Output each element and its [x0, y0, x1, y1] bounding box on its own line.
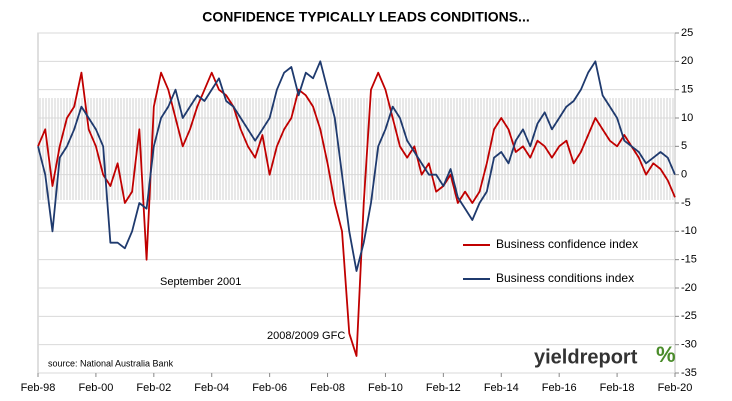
annotation: 2008/2009 GFC [267, 330, 345, 342]
series-line [37, 60, 676, 272]
x-tick-label: Feb-20 [658, 382, 693, 394]
y-tick-label: -15 [681, 254, 697, 266]
y-tick-label: -35 [681, 367, 697, 379]
x-tick-label: Feb-04 [194, 382, 229, 394]
logo-text: yieldreport [534, 346, 638, 368]
x-tick-label: Feb-00 [78, 382, 113, 394]
x-tick-label: Feb-06 [252, 382, 287, 394]
x-tick-label: Feb-14 [484, 382, 519, 394]
y-tick-label: 10 [681, 112, 693, 124]
annotation: September 2001 [160, 276, 241, 288]
y-tick-label: 5 [681, 140, 687, 152]
series-line [37, 71, 676, 357]
logo-mark: % [656, 342, 676, 367]
x-tick-label: Feb-18 [600, 382, 635, 394]
source: source: National Australia Bank [48, 358, 174, 368]
lines [37, 60, 676, 357]
y-tick-label: 0 [681, 169, 687, 181]
x-tick-label: Feb-16 [542, 382, 577, 394]
y-tick-label: 20 [681, 55, 693, 67]
y-tick-label: -25 [681, 310, 697, 322]
y-tick-label: -30 [681, 339, 697, 351]
y-tick-label: 15 [681, 84, 693, 96]
legend-label: Business confidence index [496, 237, 638, 251]
x-tick-label: Feb-02 [136, 382, 171, 394]
legend-label: Business conditions index [496, 271, 634, 285]
x-tick-label: Feb-10 [368, 382, 403, 394]
x-tick-label: Feb-08 [310, 382, 345, 394]
x-tick-label: Feb-12 [426, 382, 461, 394]
y-tick-label: -20 [681, 282, 697, 294]
y-tick-label: -10 [681, 225, 697, 237]
y-tick-label: 25 [681, 27, 693, 39]
chart-title: CONFIDENCE TYPICALLY LEADS CONDITIONS... [202, 9, 529, 25]
x-tick-label: Feb-98 [21, 382, 56, 394]
y-tick-label: -5 [681, 197, 691, 209]
